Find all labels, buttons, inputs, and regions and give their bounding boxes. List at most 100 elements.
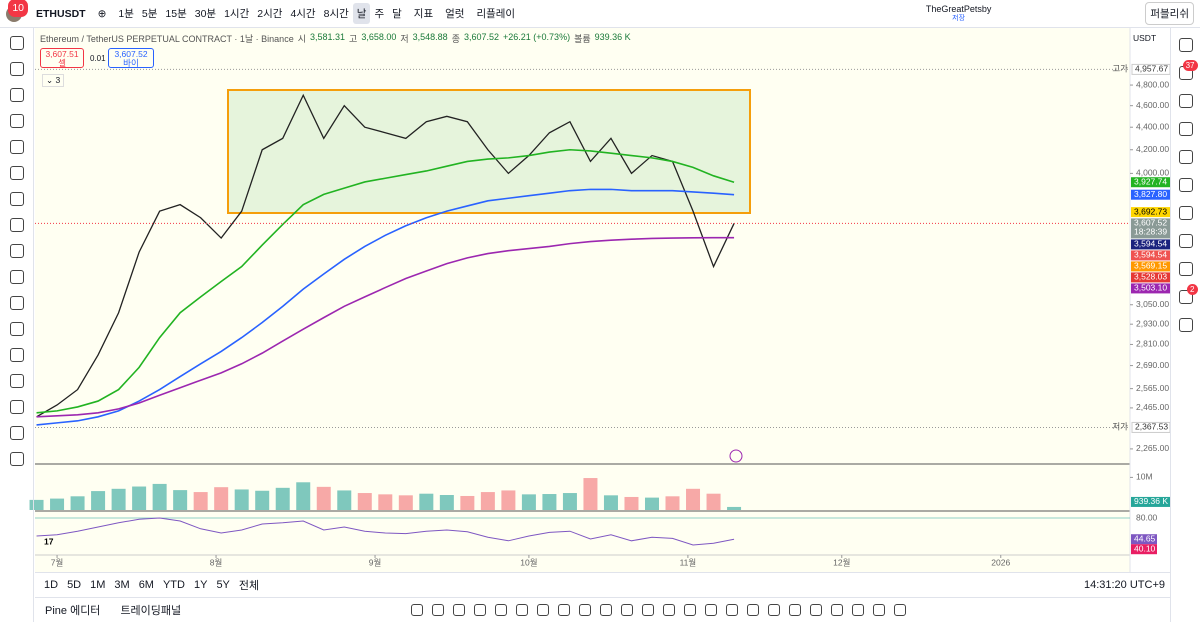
tool-icon[interactable] xyxy=(432,604,445,616)
tool-icon[interactable] xyxy=(516,604,529,616)
tool-icon[interactable] xyxy=(9,192,24,206)
tool-icon[interactable] xyxy=(642,604,655,616)
tool-icon[interactable] xyxy=(453,604,466,616)
tool-icon[interactable] xyxy=(9,374,24,388)
currency[interactable]: USDT xyxy=(1133,33,1157,43)
sidebar-icon[interactable] xyxy=(1178,150,1193,164)
range-button[interactable]: 5D xyxy=(67,579,82,591)
range-button[interactable]: YTD xyxy=(162,579,185,591)
extreme-label: 저가 xyxy=(1112,422,1128,432)
countdown: 18:28:39 xyxy=(1134,227,1167,237)
price-tag xyxy=(1131,239,1170,250)
sidebar-icon[interactable]: 37 xyxy=(1178,60,1198,80)
extreme-value: 4,957.67 xyxy=(1135,64,1168,74)
volume-bar xyxy=(727,506,742,510)
rsi-tag-label: 40.10 xyxy=(1134,543,1156,553)
tool-icon[interactable] xyxy=(579,604,592,616)
tool-icon[interactable] xyxy=(474,604,487,616)
add-symbol[interactable]: ⊕ xyxy=(97,7,107,20)
tool-icon[interactable] xyxy=(894,604,907,616)
tool-icon[interactable] xyxy=(9,400,24,414)
volume-bar xyxy=(706,493,721,510)
tool-icon[interactable] xyxy=(9,62,24,76)
interval[interactable]: 15분 xyxy=(165,8,187,20)
publish[interactable]: 퍼블리쉬 xyxy=(1145,2,1194,25)
tool-icon[interactable] xyxy=(558,604,571,616)
user[interactable]: TheGreatPetsby 저장 xyxy=(926,4,992,23)
event-icon[interactable] xyxy=(729,449,743,463)
tool-icon[interactable] xyxy=(411,604,424,616)
tool-icon[interactable] xyxy=(9,140,24,154)
y-tick-label: 2,565.00 xyxy=(1136,383,1169,393)
tool-icon[interactable] xyxy=(747,604,760,616)
tool-icon[interactable] xyxy=(810,604,823,616)
tool-icon[interactable] xyxy=(705,604,718,616)
replay[interactable]: 리플레이 xyxy=(476,8,516,20)
tool-icon[interactable] xyxy=(621,604,634,616)
range-button[interactable]: 3M xyxy=(114,579,130,591)
sidebar-icon[interactable] xyxy=(1178,94,1193,108)
tool-icon[interactable] xyxy=(9,114,24,128)
tool-icon[interactable] xyxy=(789,604,802,616)
tool-icon[interactable] xyxy=(9,166,24,180)
tool-icon[interactable] xyxy=(852,604,865,616)
range-bar: 1D 5D 1M 3M 6M YTD 1Y 5Y 전체 14:31:20 UTC+9 xyxy=(35,572,1170,597)
tool-icon[interactable] xyxy=(873,604,886,616)
interval[interactable]: 2시간 xyxy=(257,8,283,20)
sidebar-icon[interactable] xyxy=(1178,234,1193,248)
tool-icon[interactable] xyxy=(9,296,24,310)
interval[interactable]: 5분 xyxy=(141,8,158,20)
range-button[interactable]: 5Y xyxy=(216,579,230,591)
buy-button[interactable]: 3,607.52 바이 xyxy=(108,48,154,68)
sidebar-icon[interactable] xyxy=(1178,178,1193,192)
interval[interactable]: 주 xyxy=(374,8,385,20)
range-button[interactable]: 1M xyxy=(90,579,106,591)
buy-label: 바이 xyxy=(123,58,139,68)
symbol[interactable]: ETHUSDT xyxy=(36,7,86,20)
tool-icon[interactable] xyxy=(9,218,24,232)
interval[interactable]: 8시간 xyxy=(323,8,349,20)
tool-icon[interactable] xyxy=(537,604,550,616)
panel-tab[interactable]: Pine 에디터 xyxy=(45,605,101,617)
tool-icon[interactable] xyxy=(9,270,24,284)
tool-icon[interactable] xyxy=(831,604,844,616)
sidebar-icon[interactable] xyxy=(1178,122,1193,136)
interval[interactable]: 날 xyxy=(352,3,371,24)
panel-tab[interactable]: 트레이딩패널 xyxy=(120,605,182,617)
sidebar-icon[interactable] xyxy=(1178,38,1193,52)
interval[interactable]: 4시간 xyxy=(290,8,316,20)
range-button[interactable]: 1D xyxy=(44,579,59,591)
range-button[interactable]: 6M xyxy=(138,579,154,591)
interval[interactable]: 30분 xyxy=(194,8,217,20)
interval[interactable]: 1시간 xyxy=(224,8,250,20)
alert[interactable]: 얼럿 xyxy=(445,8,465,20)
tool-icon[interactable] xyxy=(684,604,697,616)
avatar[interactable]: 10 xyxy=(6,0,28,22)
sell-button[interactable]: 3,607.51 셀 xyxy=(40,48,84,68)
sidebar-icon[interactable]: 2 xyxy=(1178,284,1198,304)
tool-icon[interactable] xyxy=(9,244,24,258)
interval[interactable]: 1분 xyxy=(118,8,134,20)
clock[interactable]: 14:31:20 UTC+9 xyxy=(1083,579,1165,591)
tool-icon[interactable] xyxy=(726,604,739,616)
tool-icon[interactable] xyxy=(495,604,508,616)
indicators[interactable]: 지표 xyxy=(413,8,434,20)
tool-icon[interactable] xyxy=(9,88,24,102)
interval[interactable]: 달 xyxy=(392,8,402,20)
tool-icon[interactable] xyxy=(9,322,24,336)
range-button[interactable]: 1Y xyxy=(193,579,208,591)
tool-icon[interactable] xyxy=(768,604,781,616)
sidebar-icon[interactable] xyxy=(1178,318,1193,332)
price-line xyxy=(36,93,735,418)
sidebar-icon[interactable] xyxy=(1178,262,1193,276)
range-button[interactable]: 전체 xyxy=(238,580,260,592)
indicator-toggle[interactable]: ⌄ 3 xyxy=(42,74,65,87)
badge: 2 xyxy=(1187,284,1198,295)
tool-icon[interactable] xyxy=(663,604,676,616)
tool-icon[interactable] xyxy=(9,36,24,50)
sidebar-icon[interactable] xyxy=(1178,206,1193,220)
tool-icon[interactable] xyxy=(600,604,613,616)
tool-icon[interactable] xyxy=(9,452,24,466)
tool-icon[interactable] xyxy=(9,348,24,362)
tool-icon[interactable] xyxy=(9,426,24,440)
